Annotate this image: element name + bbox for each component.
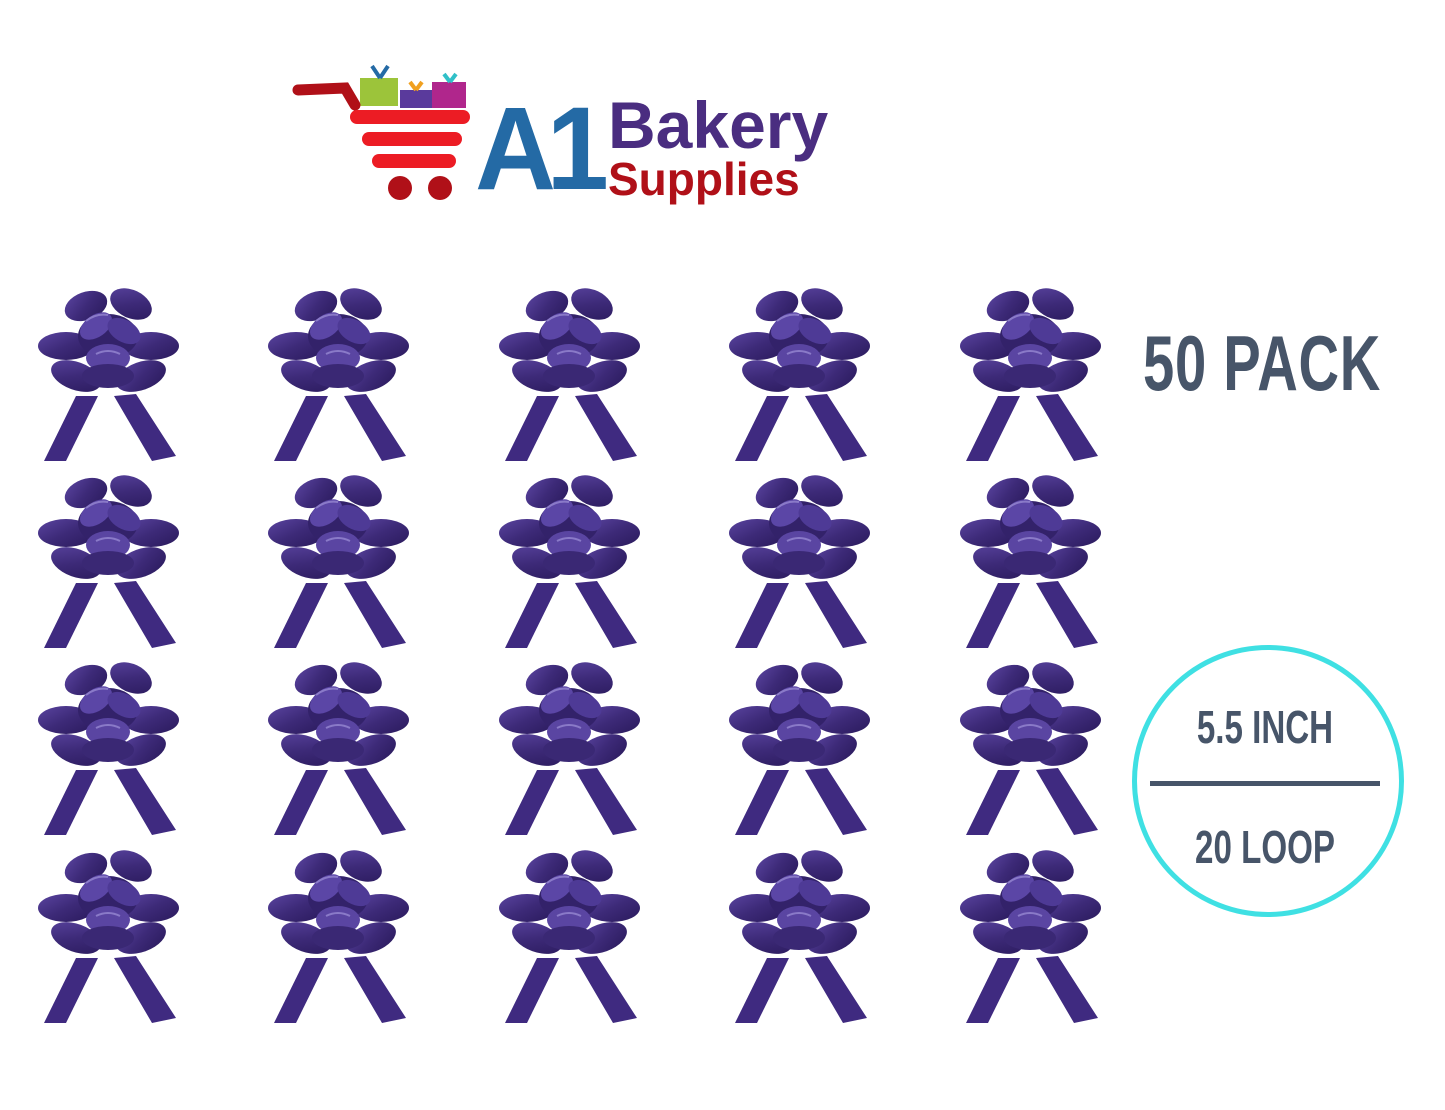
size-label: 5.5 INCH	[1196, 701, 1334, 753]
bow-image	[266, 650, 411, 840]
pack-count-label: 50 PACK	[1143, 319, 1382, 407]
bow-image	[36, 276, 181, 466]
shopping-cart-icon	[292, 64, 470, 200]
bow-image	[497, 650, 642, 840]
bow-image	[958, 463, 1103, 653]
bow-image	[497, 838, 642, 1028]
bow-image	[727, 838, 872, 1028]
bow-image	[266, 838, 411, 1028]
bow-image	[36, 463, 181, 653]
bow-image	[497, 463, 642, 653]
spec-divider	[1150, 781, 1380, 786]
logo-bakery: Bakery	[608, 88, 829, 162]
spec-badge-circle	[1132, 645, 1404, 917]
bow-image	[266, 463, 411, 653]
logo-supplies: Supplies	[608, 153, 800, 205]
bow-image	[958, 650, 1103, 840]
bow-image	[958, 838, 1103, 1028]
bow-image	[497, 276, 642, 466]
bow-image	[727, 276, 872, 466]
bow-image	[36, 650, 181, 840]
loop-count-label: 20 LOOP	[1195, 821, 1335, 873]
bow-image	[727, 650, 872, 840]
bow-image	[727, 463, 872, 653]
bow-image	[958, 276, 1103, 466]
bow-image	[36, 838, 181, 1028]
bow-image	[266, 276, 411, 466]
brand-logo: A1 Bakery Supplies	[290, 60, 870, 210]
logo-a1: A1	[475, 83, 609, 215]
